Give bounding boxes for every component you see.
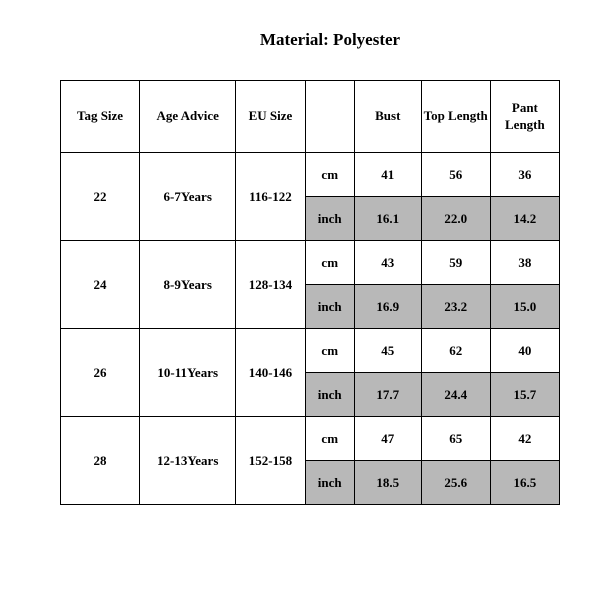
size-table: Tag Size Age Advice EU Size Bust Top Len…: [60, 80, 560, 505]
cell-unit-inch: inch: [305, 373, 354, 417]
cell-tag-size: 28: [61, 417, 140, 505]
cell-pant-length-inch: 14.2: [490, 197, 559, 241]
cell-top-length-inch: 24.4: [421, 373, 490, 417]
cell-age-advice: 10-11Years: [140, 329, 236, 417]
col-age-advice: Age Advice: [140, 81, 236, 153]
table-row: 248-9Years128-134cm435938: [61, 241, 560, 285]
col-eu-size: EU Size: [236, 81, 305, 153]
cell-eu-size: 128-134: [236, 241, 305, 329]
cell-tag-size: 24: [61, 241, 140, 329]
table-row: 2812-13Years152-158cm476542: [61, 417, 560, 461]
cell-top-length-inch: 25.6: [421, 461, 490, 505]
cell-unit-inch: inch: [305, 197, 354, 241]
cell-top-length-cm: 65: [421, 417, 490, 461]
cell-pant-length-cm: 36: [490, 153, 559, 197]
cell-bust-cm: 41: [354, 153, 421, 197]
col-top-length: Top Length: [421, 81, 490, 153]
size-chart-page: Material: Polyester Tag Size Age Advice …: [0, 0, 600, 505]
page-title: Material: Polyester: [60, 30, 560, 50]
cell-bust-inch: 18.5: [354, 461, 421, 505]
cell-age-advice: 8-9Years: [140, 241, 236, 329]
cell-age-advice: 6-7Years: [140, 153, 236, 241]
cell-unit-inch: inch: [305, 285, 354, 329]
cell-eu-size: 116-122: [236, 153, 305, 241]
cell-top-length-cm: 62: [421, 329, 490, 373]
cell-top-length-inch: 23.2: [421, 285, 490, 329]
cell-tag-size: 26: [61, 329, 140, 417]
col-tag-size: Tag Size: [61, 81, 140, 153]
cell-age-advice: 12-13Years: [140, 417, 236, 505]
col-unit: [305, 81, 354, 153]
col-pant-length: Pant Length: [490, 81, 559, 153]
cell-pant-length-cm: 42: [490, 417, 559, 461]
cell-pant-length-cm: 38: [490, 241, 559, 285]
cell-top-length-cm: 59: [421, 241, 490, 285]
cell-pant-length-inch: 15.7: [490, 373, 559, 417]
cell-unit-inch: inch: [305, 461, 354, 505]
cell-pant-length-inch: 15.0: [490, 285, 559, 329]
table-header-row: Tag Size Age Advice EU Size Bust Top Len…: [61, 81, 560, 153]
cell-unit-cm: cm: [305, 329, 354, 373]
cell-top-length-inch: 22.0: [421, 197, 490, 241]
cell-pant-length-inch: 16.5: [490, 461, 559, 505]
cell-bust-inch: 16.1: [354, 197, 421, 241]
cell-bust-cm: 45: [354, 329, 421, 373]
cell-bust-inch: 16.9: [354, 285, 421, 329]
table-row: 226-7Years116-122cm415636: [61, 153, 560, 197]
cell-eu-size: 140-146: [236, 329, 305, 417]
cell-eu-size: 152-158: [236, 417, 305, 505]
table-row: 2610-11Years140-146cm456240: [61, 329, 560, 373]
cell-top-length-cm: 56: [421, 153, 490, 197]
col-bust: Bust: [354, 81, 421, 153]
cell-unit-cm: cm: [305, 417, 354, 461]
cell-unit-cm: cm: [305, 241, 354, 285]
cell-bust-cm: 43: [354, 241, 421, 285]
cell-bust-inch: 17.7: [354, 373, 421, 417]
cell-unit-cm: cm: [305, 153, 354, 197]
cell-pant-length-cm: 40: [490, 329, 559, 373]
cell-tag-size: 22: [61, 153, 140, 241]
cell-bust-cm: 47: [354, 417, 421, 461]
